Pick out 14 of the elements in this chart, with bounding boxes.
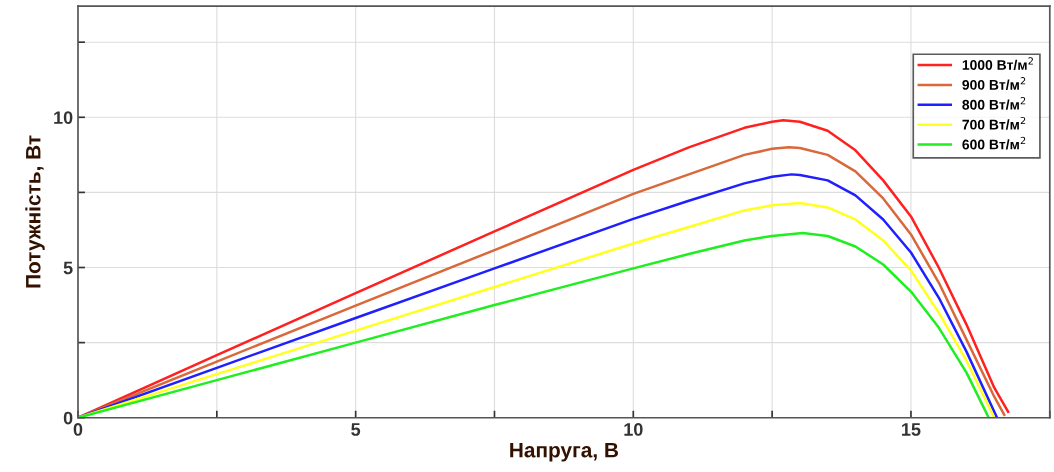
x-tick-label: 10 <box>624 423 643 436</box>
x-tick-label: 0 <box>73 423 83 436</box>
y-axis-title: Потужність, Вт <box>25 135 45 288</box>
legend-label: 800 Вт/м$^{2}$ <box>962 97 1026 110</box>
legend-label: 700 Вт/м$^{2}$ <box>962 116 1026 130</box>
y-tick-label: 10 <box>54 111 73 125</box>
x-tick-label: 5 <box>351 423 361 436</box>
legend-label: 900 Вт/м$^{2}$ <box>962 77 1026 90</box>
legend-label: 1000 Вт/м$^{2}$ <box>962 57 1033 71</box>
x-axis-title: Напруга, В <box>510 442 619 462</box>
y-tick-label: 5 <box>63 261 73 275</box>
legend-label: 600 Вт/м$^{2}$ <box>962 136 1026 150</box>
y-tick-label: 0 <box>63 411 73 425</box>
x-tick-label: 15 <box>902 423 921 436</box>
